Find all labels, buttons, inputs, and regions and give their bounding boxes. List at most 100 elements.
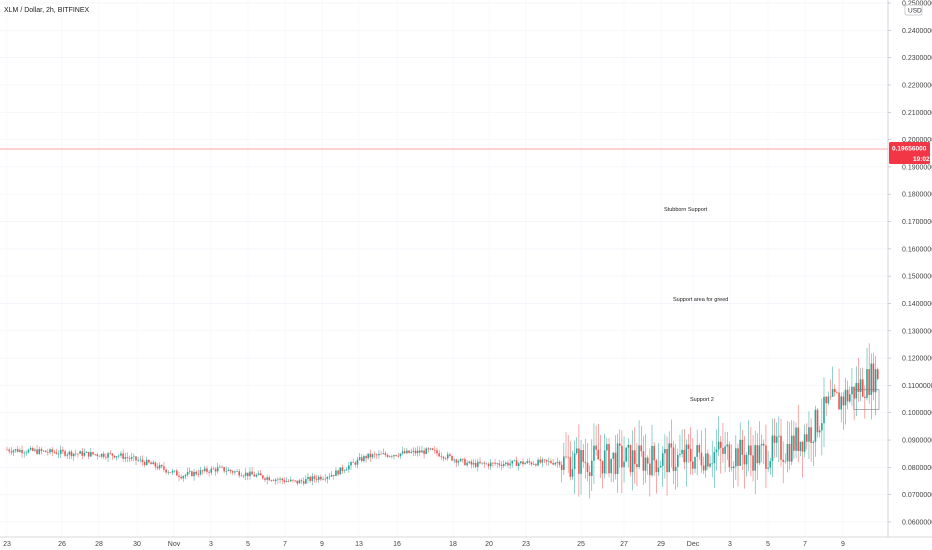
candle-body [711, 463, 713, 464]
candle-body [391, 456, 393, 457]
candle-body [704, 453, 707, 471]
candle-body [468, 461, 471, 463]
candle-body [487, 463, 490, 467]
candle-body [720, 441, 722, 448]
y-tick-label: 0.22000000 [902, 82, 932, 89]
candle-body [399, 453, 402, 457]
candle-body [808, 427, 810, 442]
candle-body [223, 467, 225, 472]
candle-body [90, 452, 92, 457]
y-axis[interactable]: 0.06000000 0.07000000 0.08000000 0.09000000… [888, 0, 932, 527]
candle-body [784, 461, 787, 462]
candle-body [64, 451, 66, 456]
candle-body [339, 467, 342, 475]
candle-body [102, 453, 105, 457]
candle-body [625, 447, 627, 462]
candle-body [154, 462, 157, 467]
x-axis[interactable]: 23 26 28 30 Nov 3 5 7 9 13 16 18 20 23 25 27 29 Dec 3 5 7 9 [3, 541, 845, 548]
candle-body [59, 449, 62, 454]
candle-body [698, 445, 701, 453]
candle-body [253, 474, 256, 477]
candle-body [483, 462, 486, 464]
candle-body [42, 450, 45, 452]
candle-body [823, 396, 825, 424]
candle-body [143, 462, 146, 466]
candle-body [593, 445, 595, 461]
candle-body [12, 450, 15, 453]
candle-body [324, 478, 326, 480]
candle-body [528, 461, 531, 463]
candle-body [724, 446, 726, 454]
candle-body [109, 453, 111, 454]
x-tick-label: 23 [3, 541, 11, 548]
candle-body [40, 449, 43, 451]
candle-body [431, 448, 434, 450]
candle-body [545, 459, 548, 462]
candle-body [414, 450, 417, 454]
candle-body [176, 470, 178, 476]
candle-body [268, 477, 271, 481]
candle-body [307, 476, 309, 480]
candle-body [408, 450, 410, 453]
candle-body [34, 449, 36, 451]
candle-body [216, 467, 219, 472]
candle-body [582, 450, 584, 462]
candle-body [722, 447, 724, 454]
candle-body [812, 441, 815, 443]
candle-body [520, 461, 522, 464]
candle-body [479, 461, 481, 464]
candle-body [70, 451, 73, 457]
candle-body [94, 454, 96, 455]
candle-body [442, 456, 445, 459]
candle-body [599, 459, 602, 461]
y-tick-label: 0.14000000 [902, 301, 932, 308]
candle-body [419, 450, 421, 453]
candle-body [188, 471, 191, 473]
candle-body [434, 449, 436, 451]
candle-body [130, 457, 133, 459]
candle-body [485, 463, 488, 465]
x-tick-label: 5 [766, 541, 770, 548]
candle-body [302, 481, 305, 484]
candle-body [363, 456, 365, 461]
candle-body [249, 471, 251, 477]
candle-body [509, 463, 511, 466]
candle-body [75, 453, 77, 455]
candle-body [689, 448, 692, 462]
candle-body [214, 468, 217, 472]
candle-body [386, 455, 389, 457]
candle-body [167, 472, 170, 473]
candle-body [376, 454, 378, 456]
candle-body [735, 448, 737, 467]
candle-body [23, 452, 25, 454]
candle-body [571, 469, 574, 477]
candle-body [799, 441, 802, 452]
candle-body [760, 443, 763, 446]
candle-body [481, 462, 483, 464]
candle-body [397, 455, 400, 457]
candle-body [10, 451, 13, 453]
stubborn-support-label: Stubborn Support [664, 207, 708, 213]
candle-body [105, 456, 107, 458]
candle-body [872, 363, 875, 393]
candle-body [565, 456, 567, 458]
currency-badge[interactable]: USD [904, 4, 923, 16]
candle-body [360, 457, 363, 461]
candle-body [522, 461, 524, 465]
candle-body [737, 448, 739, 466]
candle-body [765, 445, 767, 469]
candle-body [601, 460, 604, 474]
y-tick-label: 0.17000000 [902, 219, 932, 226]
x-tick-label: 5 [246, 541, 250, 548]
candle-body [6, 449, 8, 451]
candle-body [489, 462, 492, 467]
candle-body [539, 459, 541, 463]
candle-body [51, 449, 53, 453]
candle-body [115, 456, 118, 458]
candle-body [672, 447, 675, 471]
candle-body [225, 471, 228, 472]
candle-body [492, 462, 494, 464]
x-tick-label: 13 [355, 541, 363, 548]
candle-body [14, 449, 17, 451]
